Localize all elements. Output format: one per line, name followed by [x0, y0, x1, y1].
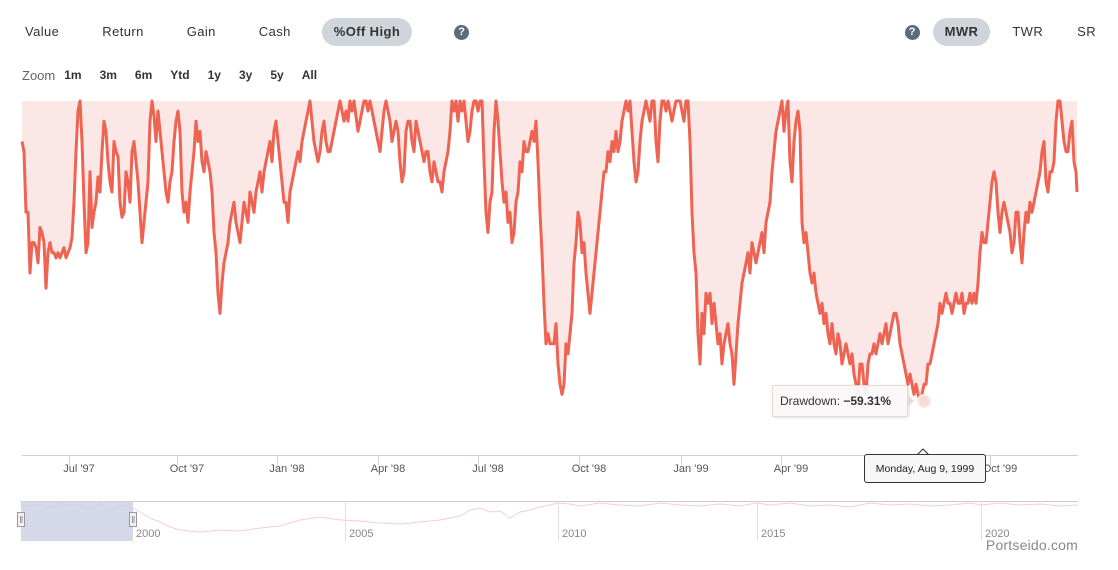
drawdown-line	[20, 99, 1079, 403]
navigator-label-2020: 2020	[985, 528, 1010, 540]
navigator-selection-mask[interactable]	[21, 501, 133, 541]
drawdown-area	[22, 101, 1077, 401]
tab-twr[interactable]: TWR	[1012, 24, 1044, 39]
navigator[interactable]	[0, 498, 1118, 543]
zoom-1y-button[interactable]: 1y	[207, 68, 221, 82]
zoom-6m-button[interactable]: 6m	[134, 68, 153, 82]
x-axis-ticks	[69, 455, 991, 465]
help-icon[interactable]: ?	[904, 24, 920, 40]
metric-tabs: Value Return Gain Cash %Off High ?	[13, 17, 470, 47]
range-selector: Zoom 1m 3m 6m Ytd 1y 3y 5y All	[22, 66, 335, 84]
x-axis-label: Jan '98	[269, 463, 305, 475]
x-axis-label: Apr '99	[773, 463, 809, 475]
tooltip-value: −59.31%	[843, 394, 892, 408]
date-tooltip: Monday, Aug 9, 1999	[864, 454, 986, 483]
x-axis-label: Jul '97	[63, 463, 95, 475]
x-axis-label: Oct '97	[169, 463, 205, 475]
zoom-all-button[interactable]: All	[301, 68, 318, 82]
navigator-label-2015: 2015	[761, 528, 786, 540]
x-axis-label: Oct '99	[982, 463, 1018, 475]
drawdown-chart[interactable]	[0, 96, 1118, 496]
tooltip-pointer	[908, 395, 914, 407]
x-axis-label: Apr '98	[370, 463, 406, 475]
date-tooltip-pointer	[917, 448, 929, 455]
drawdown-tooltip: Drawdown: −59.31%	[772, 385, 908, 417]
tab-value[interactable]: Value	[25, 24, 60, 39]
tab-cash[interactable]: Cash	[258, 24, 291, 39]
navigator-series	[19, 502, 1079, 533]
zoom-5y-button[interactable]: 5y	[270, 68, 284, 82]
zoom-ytd-button[interactable]: Ytd	[170, 68, 190, 82]
navigator-label-2010: 2010	[562, 528, 587, 540]
help-icon[interactable]: ?	[454, 24, 470, 40]
x-axis-label: Jan '99	[673, 463, 709, 475]
tab-sr[interactable]: SR	[1077, 24, 1096, 39]
x-axis-label: Oct '98	[571, 463, 607, 475]
tab-mwr[interactable]: MWR	[932, 18, 991, 46]
zoom-3y-button[interactable]: 3y	[238, 68, 253, 82]
hover-marker	[917, 394, 931, 408]
tab-gain[interactable]: Gain	[186, 24, 216, 39]
navigator-label-2005: 2005	[349, 528, 374, 540]
zoom-label: Zoom	[22, 67, 56, 83]
navigator-label-2000: 2000	[136, 528, 161, 540]
tab-return[interactable]: Return	[102, 24, 144, 39]
top-toolbar: Value Return Gain Cash %Off High ? ? MWR…	[0, 17, 1118, 47]
zoom-1m-button[interactable]: 1m	[64, 68, 82, 82]
tab-off-high[interactable]: %Off High	[321, 18, 413, 46]
zoom-3m-button[interactable]: 3m	[99, 68, 117, 82]
return-method-tabs: ? MWR TWR SR	[904, 17, 1108, 47]
tooltip-label: Drawdown:	[780, 394, 841, 408]
brand-watermark: Portseido.com	[985, 537, 1078, 553]
x-axis-label: Jul '98	[472, 463, 504, 475]
